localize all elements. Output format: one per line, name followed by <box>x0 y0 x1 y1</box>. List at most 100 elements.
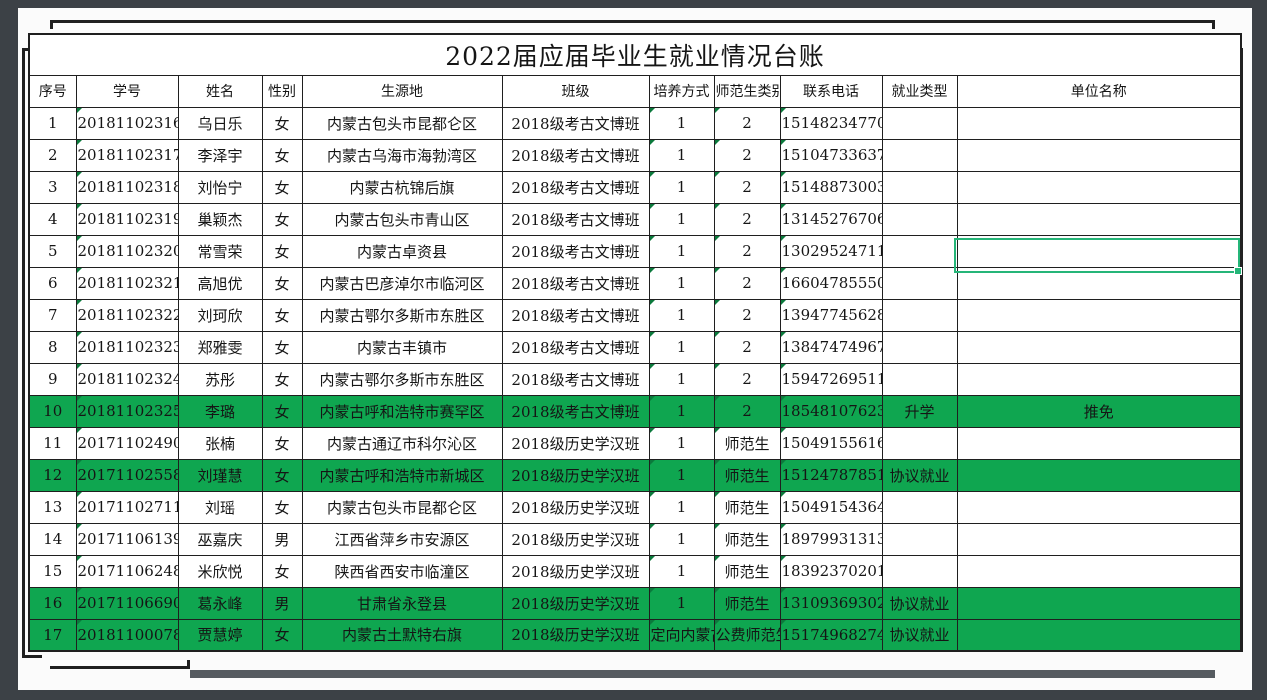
cell-company[interactable] <box>956 170 1242 204</box>
cell-no[interactable]: 15 <box>28 554 77 588</box>
cell-no[interactable]: 12 <box>28 458 77 492</box>
cell-phone[interactable]: 18979931313 <box>779 522 883 556</box>
cell-jobType[interactable]: 协议就业 <box>881 618 958 652</box>
cell-phone[interactable]: 15104733637 <box>779 138 883 172</box>
cell-name[interactable]: 郑雅雯 <box>177 330 263 364</box>
cell-cls[interactable]: 2018级考古文博班 <box>501 394 650 428</box>
cell-origin[interactable]: 内蒙古卓资县 <box>301 234 503 268</box>
cell-origin[interactable]: 内蒙古鄂尔多斯市东胜区 <box>301 362 503 396</box>
cell-mode[interactable]: 1 <box>648 458 715 492</box>
cell-jobType[interactable] <box>881 490 958 524</box>
cell-jobType[interactable] <box>881 138 958 172</box>
cell-mode[interactable]: 1 <box>648 522 715 556</box>
cell-jobType[interactable] <box>881 522 958 556</box>
cell-name[interactable]: 刘怡宁 <box>177 170 263 204</box>
column-header-jobType[interactable]: 就业类型 <box>881 74 958 108</box>
cell-company[interactable] <box>956 554 1242 588</box>
cell-no[interactable]: 17 <box>28 618 77 652</box>
cell-gender[interactable]: 女 <box>261 330 303 364</box>
cell-origin[interactable]: 内蒙古包头市昆都仑区 <box>301 106 503 140</box>
cell-phone[interactable]: 15124787851 <box>779 458 883 492</box>
cell-sid[interactable]: 20171102711 <box>75 490 179 524</box>
cell-jobType[interactable] <box>881 298 958 332</box>
cell-name[interactable]: 刘珂欣 <box>177 298 263 332</box>
cell-name[interactable]: 李泽宇 <box>177 138 263 172</box>
cell-origin[interactable]: 江西省萍乡市安源区 <box>301 522 503 556</box>
cell-category[interactable]: 2 <box>713 170 781 204</box>
cell-gender[interactable]: 女 <box>261 234 303 268</box>
cell-cls[interactable]: 2018级考古文博班 <box>501 362 650 396</box>
cell-cls[interactable]: 2018级历史学汉班 <box>501 490 650 524</box>
cell-no[interactable]: 3 <box>28 170 77 204</box>
cell-gender[interactable]: 女 <box>261 618 303 652</box>
cell-gender[interactable]: 女 <box>261 298 303 332</box>
cell-sid[interactable]: 20181102318 <box>75 170 179 204</box>
cell-gender[interactable]: 女 <box>261 458 303 492</box>
cell-jobType[interactable] <box>881 426 958 460</box>
column-header-cls[interactable]: 班级 <box>501 74 650 108</box>
cell-phone[interactable]: 13847474967 <box>779 330 883 364</box>
cell-gender[interactable]: 男 <box>261 586 303 620</box>
cell-sid[interactable]: 20171106690 <box>75 586 179 620</box>
cell-category[interactable]: 师范生 <box>713 458 781 492</box>
cell-company[interactable] <box>956 618 1242 652</box>
cell-mode[interactable]: 定向内蒙古 <box>648 618 715 652</box>
cell-no[interactable]: 16 <box>28 586 77 620</box>
cell-gender[interactable]: 女 <box>261 490 303 524</box>
cell-category[interactable]: 师范生 <box>713 586 781 620</box>
cell-jobType[interactable] <box>881 362 958 396</box>
cell-category[interactable]: 2 <box>713 234 781 268</box>
cell-mode[interactable]: 1 <box>648 426 715 460</box>
cell-cls[interactable]: 2018级考古文博班 <box>501 234 650 268</box>
cell-gender[interactable]: 女 <box>261 426 303 460</box>
column-header-no[interactable]: 序号 <box>28 74 77 108</box>
cell-no[interactable]: 2 <box>28 138 77 172</box>
cell-phone[interactable]: 15174968274 <box>779 618 883 652</box>
cell-mode[interactable]: 1 <box>648 202 715 236</box>
fill-handle[interactable] <box>1234 267 1242 275</box>
cell-category[interactable]: 2 <box>713 330 781 364</box>
cell-sid[interactable]: 20181102317 <box>75 138 179 172</box>
cell-company[interactable] <box>956 490 1242 524</box>
cell-sid[interactable]: 20181102316 <box>75 106 179 140</box>
cell-name[interactable]: 乌日乐 <box>177 106 263 140</box>
cell-company[interactable] <box>956 106 1242 140</box>
cell-jobType[interactable] <box>881 202 958 236</box>
cell-jobType[interactable]: 协议就业 <box>881 586 958 620</box>
cell-phone[interactable]: 13109369302 <box>779 586 883 620</box>
cell-category[interactable]: 师范生 <box>713 554 781 588</box>
cell-category[interactable]: 公费师范生 <box>713 618 781 652</box>
cell-mode[interactable]: 1 <box>648 330 715 364</box>
cell-jobType[interactable]: 升学 <box>881 394 958 428</box>
cell-phone[interactable]: 15148234770 <box>779 106 883 140</box>
cell-phone[interactable]: 18392370201 <box>779 554 883 588</box>
cell-company[interactable] <box>956 458 1242 492</box>
cell-cls[interactable]: 2018级历史学汉班 <box>501 426 650 460</box>
cell-jobType[interactable] <box>881 170 958 204</box>
cell-cls[interactable]: 2018级历史学汉班 <box>501 586 650 620</box>
cell-gender[interactable]: 女 <box>261 554 303 588</box>
cell-origin[interactable]: 内蒙古巴彦淖尔市临河区 <box>301 266 503 300</box>
cell-name[interactable]: 巢颖杰 <box>177 202 263 236</box>
cell-phone[interactable]: 13947745628 <box>779 298 883 332</box>
cell-cls[interactable]: 2018级考古文博班 <box>501 298 650 332</box>
column-header-origin[interactable]: 生源地 <box>301 74 503 108</box>
cell-gender[interactable]: 女 <box>261 394 303 428</box>
cell-gender[interactable]: 男 <box>261 522 303 556</box>
cell-name[interactable]: 米欣悦 <box>177 554 263 588</box>
cell-origin[interactable]: 内蒙古呼和浩特市新城区 <box>301 458 503 492</box>
cell-mode[interactable]: 1 <box>648 554 715 588</box>
cell-name[interactable]: 刘瑾慧 <box>177 458 263 492</box>
cell-no[interactable]: 10 <box>28 394 77 428</box>
cell-mode[interactable]: 1 <box>648 234 715 268</box>
cell-cls[interactable]: 2018级考古文博班 <box>501 202 650 236</box>
cell-phone[interactable]: 13029524711 <box>779 234 883 268</box>
cell-cls[interactable]: 2018级考古文博班 <box>501 266 650 300</box>
cell-no[interactable]: 6 <box>28 266 77 300</box>
cell-name[interactable]: 张楠 <box>177 426 263 460</box>
cell-origin[interactable]: 内蒙古鄂尔多斯市东胜区 <box>301 298 503 332</box>
cell-phone[interactable]: 15049155616 <box>779 426 883 460</box>
cell-mode[interactable]: 1 <box>648 362 715 396</box>
column-header-gender[interactable]: 性别 <box>261 74 303 108</box>
cell-sid[interactable]: 20181102324 <box>75 362 179 396</box>
